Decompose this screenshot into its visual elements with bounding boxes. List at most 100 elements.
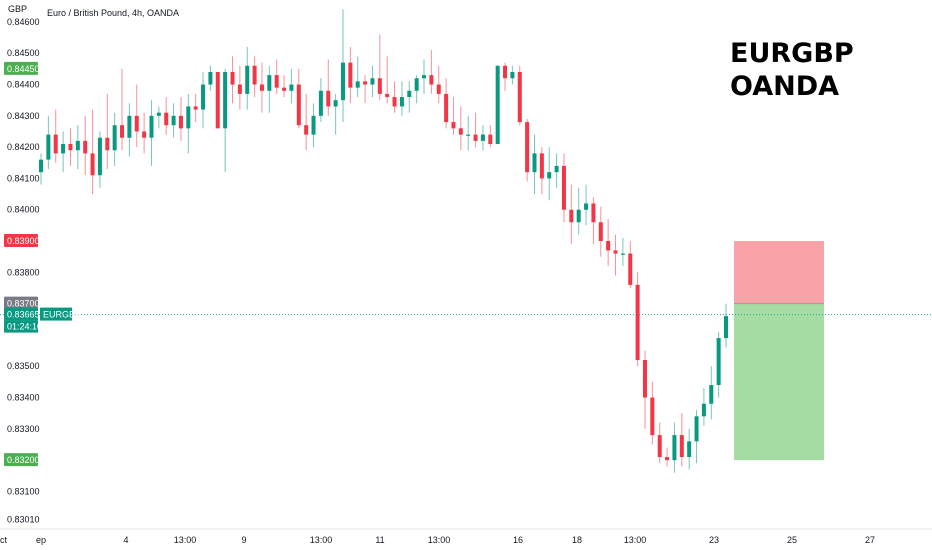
candle xyxy=(385,56,390,104)
candle xyxy=(598,206,603,257)
x-tick-label: 27 xyxy=(865,535,875,545)
candle-body xyxy=(142,131,147,138)
candle xyxy=(39,153,43,185)
candle-body xyxy=(127,115,132,138)
candle xyxy=(215,71,220,129)
candle xyxy=(252,56,257,98)
symbol-price-label: EURGBP xyxy=(40,307,81,321)
candle xyxy=(304,93,309,151)
candle xyxy=(422,59,427,94)
candle xyxy=(142,112,147,154)
chart-title: Euro / British Pound, 4h, OANDA xyxy=(47,8,179,18)
candle-body xyxy=(39,159,43,173)
candle-body xyxy=(414,78,419,91)
candle xyxy=(517,65,522,126)
candle-body xyxy=(156,112,161,116)
candle-body xyxy=(642,359,647,398)
x-tick-label: Oct xyxy=(0,535,7,545)
candle-body xyxy=(112,125,117,151)
candle xyxy=(259,62,264,113)
candle-body xyxy=(724,316,728,339)
candle xyxy=(473,112,478,148)
candle xyxy=(547,147,552,201)
x-tick-label: 13:00 xyxy=(310,535,333,545)
candle-body xyxy=(510,71,515,79)
y-axis[interactable]: 0.84600 0.84500 0.84400 0.84300 0.84200 0.841… xyxy=(7,17,40,525)
candle xyxy=(112,112,117,166)
candle-body xyxy=(267,75,272,91)
price-tag-value: 0.83200 xyxy=(7,455,40,465)
candle-body xyxy=(178,115,183,129)
candle xyxy=(201,71,206,129)
candle xyxy=(289,68,294,104)
y-tick-label: 0.83300 xyxy=(7,424,40,434)
x-tick-label: 9 xyxy=(241,535,246,545)
x-tick-label: 13:00 xyxy=(428,535,451,545)
x-tick-label: 16 xyxy=(513,535,523,545)
candle-body xyxy=(672,435,677,461)
candle-body xyxy=(385,93,390,98)
x-axis[interactable]: ep 4 13:00 9 13:00 11 13:00 16 18 13:00 23 25 27 Oct xyxy=(0,535,875,545)
price-tag-box xyxy=(4,61,38,75)
candle xyxy=(223,68,228,173)
price-tag-box xyxy=(4,453,38,467)
candle xyxy=(105,93,110,170)
candle-body xyxy=(333,100,338,107)
candle-body xyxy=(451,122,456,129)
candle xyxy=(61,131,66,173)
candle xyxy=(620,237,625,267)
candle xyxy=(46,115,51,170)
candle xyxy=(709,366,714,420)
candle xyxy=(348,46,353,104)
candle xyxy=(311,103,316,148)
candle-body xyxy=(90,153,95,176)
candle-body xyxy=(620,253,625,255)
x-tick-label: ep xyxy=(36,535,46,545)
x-tick-label: 13:00 xyxy=(174,535,197,545)
candle xyxy=(134,84,139,148)
entry-tag: 0.83700 xyxy=(4,296,40,310)
candle-body xyxy=(429,75,434,85)
candle-body xyxy=(282,87,287,91)
price-tag-box xyxy=(4,234,38,248)
candle xyxy=(480,125,485,151)
candle-body xyxy=(606,241,611,251)
price-tag-box xyxy=(4,307,38,321)
candle-body xyxy=(274,75,279,88)
candle-body xyxy=(525,122,530,173)
candle-body xyxy=(436,84,441,94)
candle-body xyxy=(120,125,125,138)
candle-body xyxy=(46,134,51,160)
x-tick-label: 13:00 xyxy=(624,535,647,545)
candle-body xyxy=(83,140,88,154)
candle xyxy=(377,34,382,101)
candle xyxy=(716,331,721,398)
x-tick-label: 18 xyxy=(572,535,582,545)
candle-body xyxy=(444,93,449,123)
symbol-label-text: EURGBP xyxy=(43,310,81,320)
candle xyxy=(642,350,647,429)
candle xyxy=(75,125,80,170)
y-tick-label: 0.83800 xyxy=(7,267,40,277)
candle-body xyxy=(252,65,257,85)
candle-body xyxy=(215,71,220,129)
candle xyxy=(466,115,471,151)
candle xyxy=(208,65,213,91)
candle-body xyxy=(503,65,508,79)
y-tick-label: 0.84000 xyxy=(7,205,40,215)
candle xyxy=(171,103,176,138)
candle xyxy=(532,134,537,195)
price-tag-box xyxy=(4,296,38,310)
candle-body xyxy=(68,143,73,151)
candle xyxy=(436,65,441,104)
candle-body xyxy=(399,97,404,107)
y-tick-label: 0.83500 xyxy=(7,361,40,371)
candle-body xyxy=(363,81,368,85)
candle xyxy=(230,56,235,104)
x-tick-label: 11 xyxy=(375,535,384,545)
candle xyxy=(355,56,360,98)
candle-body xyxy=(377,78,382,94)
candle-body xyxy=(201,84,206,110)
